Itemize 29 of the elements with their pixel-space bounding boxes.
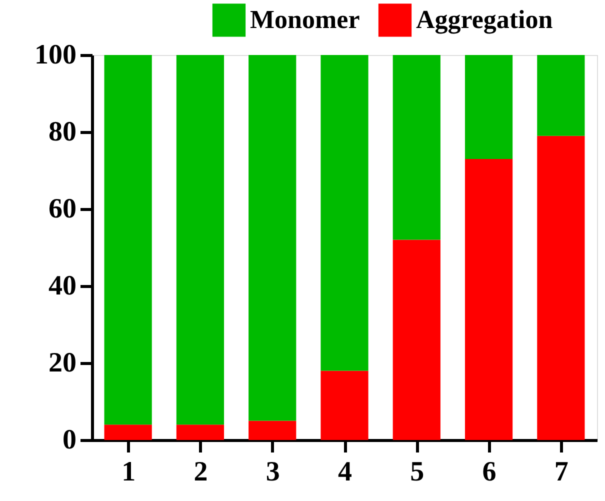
y-tick-label: 0	[62, 424, 76, 456]
bar	[176, 424, 224, 440]
bar	[248, 420, 296, 440]
x-tick-label: 1	[122, 456, 136, 488]
x-tick-label: 4	[338, 456, 352, 488]
bar	[537, 55, 585, 136]
x-tick-label: 5	[410, 456, 424, 488]
x-tick-label: 6	[482, 456, 496, 488]
y-tick-label: 80	[48, 116, 76, 148]
bar	[104, 424, 152, 440]
bar	[464, 55, 513, 159]
y-tick-label: 20	[48, 348, 76, 378]
bar	[320, 370, 368, 440]
bar	[464, 158, 513, 440]
bar	[248, 55, 296, 421]
x-tick-label: 3	[266, 456, 280, 488]
legend-label: Monomer	[250, 5, 360, 34]
bar	[537, 136, 585, 440]
bar	[176, 55, 224, 425]
x-tick-label: 2	[194, 456, 208, 488]
y-tick-label: 100	[34, 40, 76, 70]
legend-label: Aggregation	[416, 5, 554, 34]
bar	[392, 55, 440, 240]
x-tick-label: 7	[554, 456, 568, 488]
bar	[104, 55, 152, 425]
y-tick-label: 40	[48, 270, 76, 302]
bar	[320, 55, 368, 371]
bar	[392, 240, 440, 440]
y-tick-label: 60	[48, 194, 76, 224]
